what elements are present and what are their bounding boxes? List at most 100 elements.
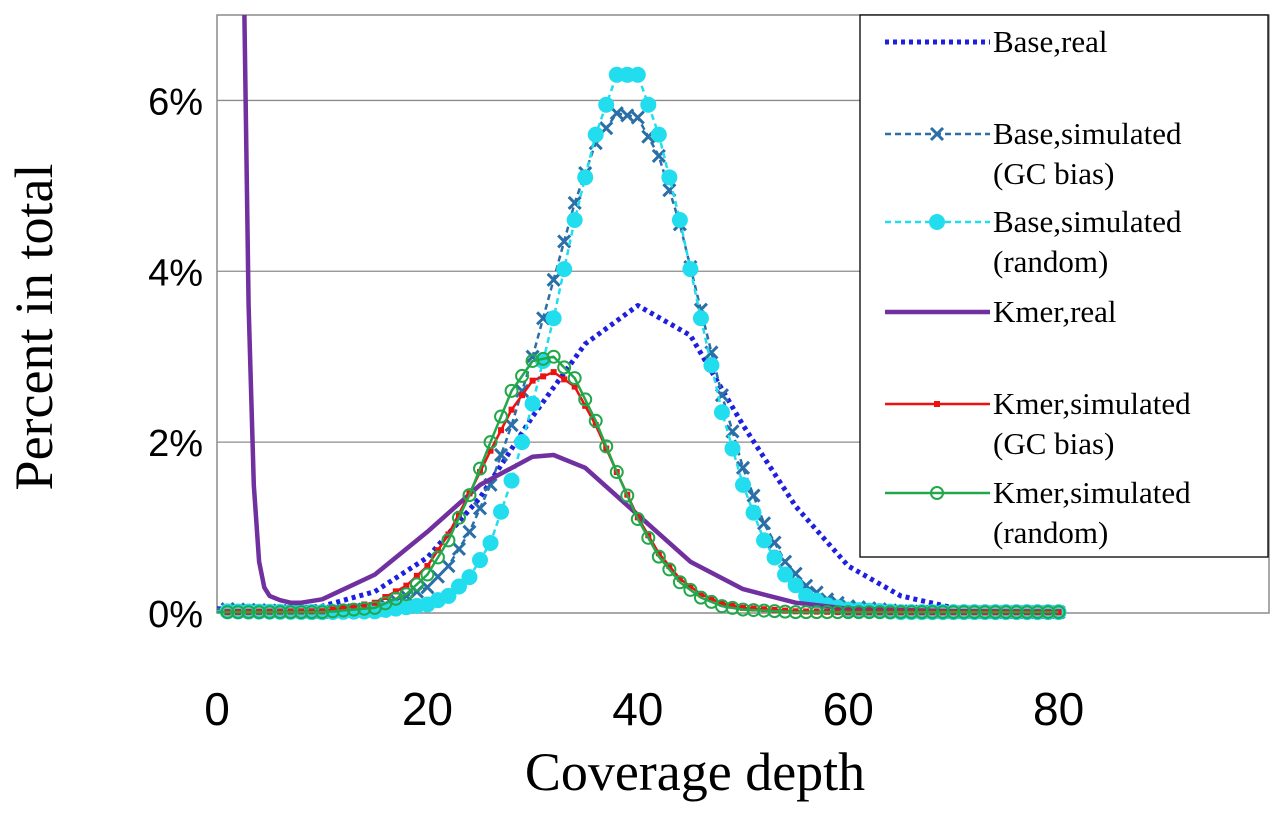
series-point xyxy=(361,601,368,608)
y-tick-label: 4% xyxy=(148,252,203,294)
series-point xyxy=(778,604,793,619)
series-point xyxy=(650,126,667,143)
series-point xyxy=(357,601,372,616)
series-point xyxy=(935,605,950,620)
series-point xyxy=(756,516,772,531)
series-point xyxy=(977,605,992,620)
legend: Base,real Base,simulated (GC bias) Base,sim… xyxy=(859,14,1269,558)
series-point xyxy=(450,578,467,595)
series-5 xyxy=(217,349,1066,620)
series-point xyxy=(725,600,740,615)
series-point xyxy=(315,605,330,620)
series-point xyxy=(504,383,519,398)
series-point xyxy=(777,566,794,583)
series-point xyxy=(451,541,467,556)
series-point xyxy=(609,465,624,480)
series-point xyxy=(472,552,488,569)
legend-label: (GC bias) xyxy=(993,426,1114,461)
series-point xyxy=(473,461,487,476)
series-point xyxy=(487,447,494,454)
series-point xyxy=(841,605,856,620)
series-point xyxy=(241,605,256,620)
series-point xyxy=(430,550,445,565)
series-point xyxy=(761,606,768,613)
series-point xyxy=(462,488,477,503)
series-point xyxy=(304,605,319,620)
series-point xyxy=(1020,605,1035,620)
series-point xyxy=(424,563,431,570)
series-point xyxy=(830,605,845,620)
series-point xyxy=(714,599,729,614)
legend-box xyxy=(859,14,1269,558)
series-point xyxy=(620,108,635,123)
series-point xyxy=(571,383,578,390)
series-point xyxy=(494,409,509,424)
series-point xyxy=(557,360,572,375)
series-point xyxy=(340,604,347,611)
x-axis-ticks: 0 20 40 60 80 xyxy=(204,683,1084,735)
series-point xyxy=(756,532,773,549)
series-point xyxy=(713,404,730,421)
series-point xyxy=(588,413,603,428)
series-point xyxy=(592,422,599,429)
series-point xyxy=(462,524,477,539)
series-point xyxy=(1051,605,1066,620)
series-point xyxy=(329,606,336,613)
series-point xyxy=(525,353,540,368)
series-point xyxy=(346,602,361,617)
series-point xyxy=(683,582,698,597)
series-point xyxy=(550,369,557,376)
series-point xyxy=(441,533,456,548)
series-point xyxy=(515,368,530,383)
series-point xyxy=(409,577,424,592)
series-point xyxy=(687,583,694,590)
legend-marker xyxy=(934,401,940,407)
series-point xyxy=(651,148,666,164)
series-point xyxy=(440,587,457,604)
series-point xyxy=(546,272,561,287)
series-point xyxy=(262,605,277,620)
series-point xyxy=(461,569,478,586)
series-point xyxy=(925,605,940,620)
series-point xyxy=(629,66,646,83)
series-point xyxy=(946,605,961,620)
series-point xyxy=(498,427,505,434)
series-0 xyxy=(216,303,1059,615)
series-point xyxy=(787,577,804,594)
series-point xyxy=(820,605,835,620)
series-point xyxy=(403,582,410,589)
x-tick-label: 20 xyxy=(402,683,453,735)
series-point xyxy=(413,572,420,579)
series-point xyxy=(1030,605,1045,620)
series-point xyxy=(767,604,782,619)
series-point xyxy=(577,169,594,186)
x-axis-title: Coverage depth xyxy=(525,742,865,802)
legend-label: Kmer,simulated xyxy=(993,386,1191,421)
series-point xyxy=(697,591,704,598)
series-point xyxy=(967,605,982,620)
series-point xyxy=(503,472,520,489)
series-point xyxy=(872,605,887,620)
series-line xyxy=(242,14,1059,615)
series-point xyxy=(655,550,662,557)
series-point xyxy=(587,126,604,143)
series-point xyxy=(540,373,547,380)
series-point xyxy=(766,549,783,566)
series-point xyxy=(630,512,645,527)
series-point xyxy=(724,440,741,457)
x-tick-label: 0 xyxy=(204,683,230,735)
series-point xyxy=(1009,605,1024,620)
series-point xyxy=(645,532,652,539)
series-point xyxy=(662,562,677,577)
series-line xyxy=(216,303,1059,615)
series-point xyxy=(862,605,877,620)
series-point xyxy=(556,261,573,278)
series-point xyxy=(325,604,340,619)
series-point xyxy=(740,604,746,611)
series-point xyxy=(666,563,673,570)
series-point xyxy=(567,371,582,386)
series-point xyxy=(578,392,593,407)
legend-label: Base,simulated xyxy=(993,116,1182,151)
series-point xyxy=(441,558,456,574)
